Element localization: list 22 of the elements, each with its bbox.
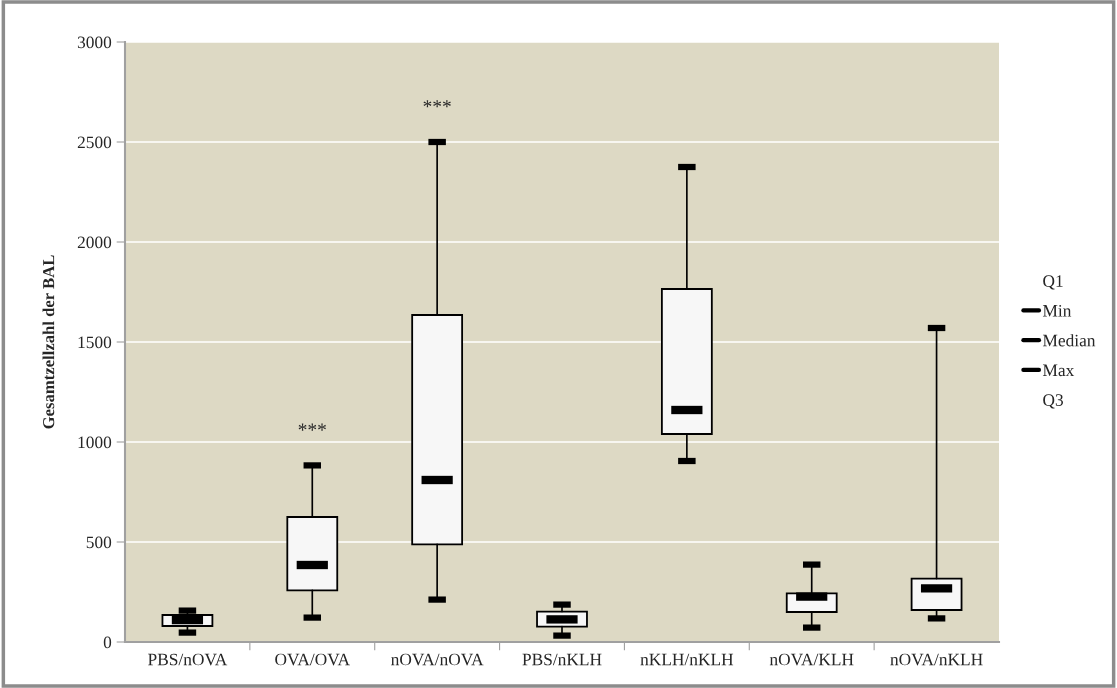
y-tick-label: 0	[103, 636, 112, 649]
y-tick-label: 3000	[77, 36, 112, 49]
text: Min	[1042, 304, 1072, 317]
x-tick-label: OVA/OVA	[275, 653, 350, 666]
text: Q1	[1043, 275, 1063, 290]
x-tick-label: PBS/nKLH	[522, 653, 602, 666]
y-tick-label: 500	[86, 536, 112, 549]
x-tick-label: nKLH/nKLH	[640, 653, 734, 666]
x-tick-label: nOVA/KLH	[769, 653, 854, 666]
x-tick-label: nOVA/nOVA	[391, 653, 484, 666]
x-tick-label: nOVA/nKLH	[890, 653, 983, 666]
y-tick-label: 1500	[78, 336, 112, 349]
x-tick-label: PBS/nOVA	[148, 653, 228, 666]
text: Median	[1042, 334, 1096, 347]
text: Max	[1042, 364, 1075, 377]
y-tick-label: 1000	[78, 436, 112, 449]
y-tick-label: 2000	[77, 236, 112, 249]
annotation: ***	[298, 423, 326, 431]
annotation: ***	[423, 100, 451, 108]
y-tick-label: 2500	[77, 136, 112, 149]
text: Q3	[1043, 394, 1063, 409]
y-axis-title: Gesamtzellzahl der BAL	[42, 255, 55, 429]
